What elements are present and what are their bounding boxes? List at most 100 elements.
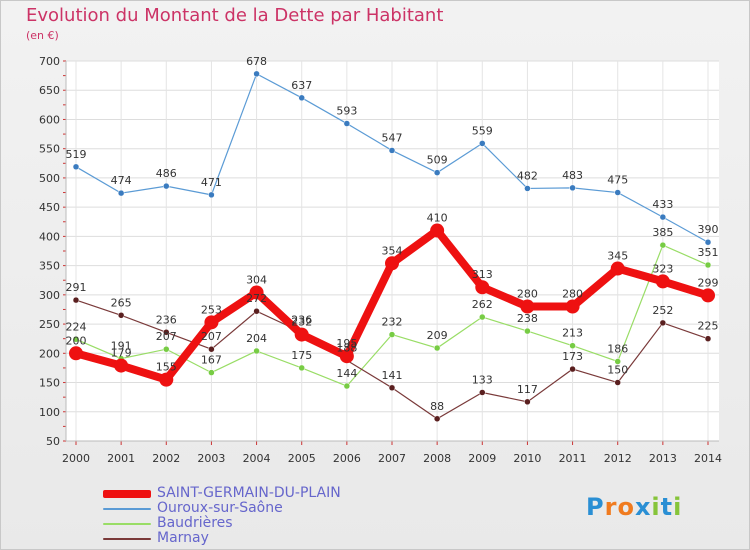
data-label: 236	[156, 313, 177, 326]
data-point	[655, 274, 670, 289]
data-label: 204	[246, 332, 267, 345]
data-label: 150	[607, 364, 628, 377]
x-tick-label: 2005	[288, 452, 316, 465]
legend-label: Baudrières	[157, 515, 233, 531]
data-label: 188	[336, 341, 357, 354]
data-label: 265	[111, 296, 132, 309]
data-point	[343, 120, 351, 127]
data-label: 433	[652, 198, 673, 211]
data-point	[610, 261, 625, 276]
y-tick-label: 400	[39, 230, 60, 243]
legend-label: Ouroux-sur-Saône	[157, 500, 283, 516]
data-point	[524, 398, 531, 406]
legend-label: Marnay	[157, 530, 209, 546]
data-label: 483	[562, 169, 583, 182]
logo-letter: i	[673, 493, 683, 521]
data-point	[524, 185, 531, 192]
legend-swatch	[103, 523, 151, 525]
data-label: 232	[291, 316, 312, 329]
data-point	[524, 327, 531, 335]
data-point	[388, 331, 396, 338]
data-label: 272	[246, 292, 267, 305]
x-tick-label: 2010	[513, 452, 541, 465]
data-label: 299	[698, 276, 719, 289]
data-labels: 519 474 486 471 678 637 593 547 509 559 482 483 475 4…	[66, 55, 719, 413]
y-tick-label: 300	[39, 289, 60, 302]
logo-letter: P	[586, 493, 605, 521]
data-label: 678	[246, 55, 267, 68]
data-label: 175	[291, 349, 312, 362]
legend-item: Baudrières	[103, 515, 503, 531]
y-tick-label: 50	[46, 435, 60, 448]
data-point	[704, 261, 712, 269]
x-tick-label: 2008	[423, 452, 451, 465]
x-tick-label: 2001	[107, 452, 135, 465]
x-tick-label: 2012	[604, 452, 632, 465]
data-label: 179	[111, 347, 132, 360]
data-label: 547	[382, 131, 403, 144]
data-label: 475	[607, 174, 628, 187]
y-tick-label: 550	[39, 143, 60, 156]
data-label: 509	[427, 154, 448, 167]
series-lines	[69, 70, 715, 423]
data-point	[388, 384, 396, 392]
data-point	[163, 329, 170, 336]
data-label: 471	[201, 176, 222, 189]
legend-item: Ouroux-sur-Saône	[103, 500, 503, 516]
data-label: 262	[472, 298, 493, 311]
data-point	[614, 358, 621, 365]
data-label: 200	[66, 334, 87, 347]
data-label: 519	[66, 148, 87, 161]
y-tick-label: 700	[39, 55, 60, 68]
data-point	[208, 191, 215, 199]
data-point	[569, 184, 576, 192]
data-label: 304	[246, 274, 267, 287]
data-point	[659, 241, 667, 249]
data-point	[659, 213, 667, 221]
data-point	[298, 364, 305, 372]
y-tick-label: 150	[39, 377, 60, 390]
data-label: 141	[382, 369, 403, 382]
data-point	[388, 147, 396, 154]
data-label: 173	[562, 350, 583, 363]
data-label: 224	[66, 320, 87, 333]
y-tick-label: 250	[39, 318, 60, 331]
data-point	[704, 335, 712, 342]
data-point	[479, 140, 486, 147]
data-point	[72, 163, 80, 171]
data-label: 195	[336, 337, 357, 350]
data-point	[430, 223, 445, 238]
logo-letter: t	[660, 493, 674, 521]
logo-letter: i	[651, 493, 661, 521]
data-label: 559	[472, 124, 493, 137]
x-tick-label: 2006	[333, 452, 361, 465]
data-point	[253, 307, 260, 315]
y-tick-label: 200	[39, 347, 60, 360]
data-label: 385	[652, 226, 673, 239]
y-tick-label: 500	[39, 172, 60, 185]
data-label: 291	[66, 281, 87, 294]
data-label: 323	[652, 262, 673, 275]
legend-item: SAINT-GERMAIN-DU-PLAIN	[103, 485, 503, 501]
data-point	[294, 327, 309, 342]
y-tick-label: 650	[39, 84, 60, 97]
data-label: 280	[562, 288, 583, 301]
data-point	[520, 299, 535, 314]
data-point	[659, 319, 667, 327]
data-point	[343, 382, 351, 390]
x-tick-label: 2003	[197, 452, 225, 465]
data-label: 238	[517, 312, 538, 325]
data-label: 390	[698, 223, 719, 236]
data-point	[385, 256, 399, 271]
data-point	[433, 415, 441, 423]
x-tick-label: 2011	[559, 452, 587, 465]
y-tick-label: 600	[39, 113, 60, 126]
data-label: 351	[698, 246, 719, 259]
logo-letter: x	[634, 493, 652, 521]
data-point	[475, 280, 490, 295]
x-tick-label: 2004	[243, 452, 271, 465]
data-point	[433, 344, 441, 352]
data-label: 236	[291, 313, 312, 326]
data-label: 88	[430, 400, 444, 413]
